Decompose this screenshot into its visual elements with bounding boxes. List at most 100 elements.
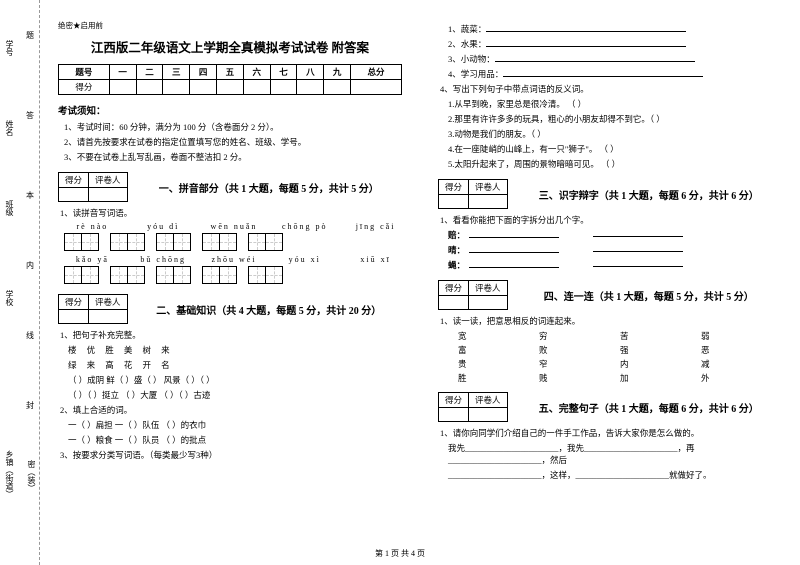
section2-head: 二、基础知识（共 4 大题，每题 5 分，共计 20 分） — [136, 302, 402, 317]
q4-item: 3.动物是我们的朋友。（ ） — [448, 128, 782, 140]
cut-mark: 封 — [26, 400, 34, 411]
th: 八 — [297, 65, 324, 80]
connect-row: 宽穷苦弱 — [458, 330, 782, 342]
paren-row: 一（ ）粮食 一（ ）队员 （ ）的批点 — [68, 434, 402, 446]
category-line: 2、水果： — [448, 38, 782, 50]
paren-row: 一（ ）扁担 一（ ）队伍 （ ）的衣巾 — [68, 419, 402, 431]
paren-row: （ ）（ ）挺立 （ ）大厦 （ ）（ ）古迹 — [68, 389, 402, 401]
score-cell: 得分 — [439, 393, 469, 408]
notice-line: 3、不要在试卷上乱写乱画，卷面不整洁扣 2 分。 — [64, 151, 402, 163]
score-cell: 得分 — [59, 173, 89, 188]
sec5-q: 1、请你向同学们介绍自己的一件手工作品，告诉大家你是怎么做的。 — [440, 427, 782, 439]
cut-mark: 密（装） — [26, 460, 37, 492]
sec2-q1: 1、把句子补充完整。 — [60, 329, 402, 341]
th: 题号 — [59, 65, 110, 80]
notice-line: 2、请首先按要求在试卷的指定位置填写您的姓名、班级、学号。 — [64, 136, 402, 148]
right-column: 1、蔬菜： 2、水果： 3、小动物： 4、学习用品： 4、写出下列句子中带点词语… — [420, 0, 800, 565]
pinyin-cell: yóu dì — [137, 222, 190, 231]
q4-item: 5.太阳升起来了，周围的景物暗暗可见。 （ ） — [448, 158, 782, 170]
score-cell: 得分 — [439, 281, 469, 296]
secret-label: 绝密★启用前 — [58, 20, 402, 31]
th: 六 — [243, 65, 270, 80]
score-box: 得分评卷人 — [438, 392, 508, 422]
char-split-row: 蝇： — [448, 259, 782, 271]
cut-mark: 题 — [26, 30, 34, 41]
score-box: 得分评卷人 — [58, 294, 128, 324]
tianzige-row — [64, 233, 402, 251]
char-split-row: 晴： — [448, 244, 782, 256]
pinyin-cell: jīng cǎi — [349, 222, 402, 231]
paren-row: （ ）成阴 鲜（ ）盛（ ） 风景（ ）（ ） — [68, 374, 402, 386]
connect-row: 贵窄内减 — [458, 358, 782, 370]
score-box: 得分评卷人 — [438, 179, 508, 209]
paper-title: 江西版二年级语文上学期全真模拟考试试卷 附答案 — [58, 37, 402, 56]
bind-label-town: 乡镇（街道） — [4, 450, 15, 498]
section5-head: 五、完整句子（共 1 大题，每题 6 分，共计 6 分） — [516, 400, 782, 415]
score-cell: 得分 — [439, 180, 469, 195]
q4-head: 4、写出下列句子中带点词语的反义词。 — [440, 83, 782, 95]
td: 得分 — [59, 80, 110, 95]
cut-mark: 内 — [26, 260, 34, 271]
grader-cell: 评卷人 — [469, 281, 508, 296]
pinyin-cell: zhōu wéi — [208, 255, 261, 264]
fill-row: 楼 优 胜 美 树 来 — [68, 344, 402, 356]
bind-label-class: 班级 — [4, 200, 15, 216]
bind-label-school: 学校 — [4, 290, 15, 306]
sec3-q: 1、看看你能把下面的字拆分出几个字。 — [440, 214, 782, 226]
grader-cell: 评卷人 — [89, 173, 128, 188]
sec2-q2: 2、填上合适的词。 — [60, 404, 402, 416]
exam-page: 学号 题 姓名 答 班级 本 内 学校 线 封 乡镇（街道） 密（装） 绝密★启… — [0, 0, 800, 565]
notice-line: 1、考试时间：60 分钟，满分为 100 分（含卷面分 2 分）。 — [64, 121, 402, 133]
pinyin-cell: xiū xī — [349, 255, 402, 264]
th: 二 — [136, 65, 163, 80]
score-cell: 得分 — [59, 295, 89, 310]
grader-cell: 评卷人 — [89, 295, 128, 310]
char-split-row: 赔： — [448, 229, 782, 241]
connect-row: 富败强恶 — [458, 344, 782, 356]
grader-cell: 评卷人 — [469, 393, 508, 408]
score-summary-table: 题号 一 二 三 四 五 六 七 八 九 总分 得分 — [58, 64, 402, 95]
th: 九 — [324, 65, 351, 80]
category-line: 3、小动物： — [448, 53, 782, 65]
section1-head: 一、拼音部分（共 1 大题，每题 5 分，共计 5 分） — [136, 180, 402, 195]
pinyin-row: kǎo yā bǔ chōng zhōu wéi yóu xì xiū xī — [66, 255, 402, 264]
score-box: 得分评卷人 — [438, 280, 508, 310]
bind-label-name: 姓名 — [4, 120, 15, 136]
th: 一 — [109, 65, 136, 80]
binding-column: 学号 题 姓名 答 班级 本 内 学校 线 封 乡镇（街道） 密（装） — [0, 0, 40, 565]
cut-mark: 本 — [26, 190, 34, 201]
cut-mark: 答 — [26, 110, 34, 121]
cut-mark: 线 — [26, 330, 34, 341]
category-line: 4、学习用品： — [448, 68, 782, 80]
pinyin-cell: chōng pò — [278, 222, 331, 231]
bind-label-id: 学号 — [4, 40, 15, 56]
pinyin-row: rè nào yóu dì wēn nuǎn chōng pò jīng cǎi — [66, 222, 402, 231]
section4-head: 四、连一连（共 1 大题，每题 5 分，共计 5 分） — [516, 288, 782, 303]
left-column: 绝密★启用前 江西版二年级语文上学期全真模拟考试试卷 附答案 题号 一 二 三 … — [40, 0, 420, 565]
table-row: 题号 一 二 三 四 五 六 七 八 九 总分 — [59, 65, 402, 80]
grader-cell: 评卷人 — [469, 180, 508, 195]
pinyin-cell: rè nào — [66, 222, 119, 231]
fill-row: 绿 来 高 花 开 名 — [68, 359, 402, 371]
pinyin-cell: wēn nuǎn — [208, 222, 261, 231]
tianzige-row — [64, 266, 402, 284]
pinyin-cell: yóu xì — [278, 255, 331, 264]
notice-head: 考试须知： — [58, 103, 402, 117]
th: 三 — [163, 65, 190, 80]
th: 总分 — [351, 65, 402, 80]
page-footer: 第 1 页 共 4 页 — [0, 548, 800, 559]
sec1-q: 1、读拼音写词语。 — [60, 207, 402, 219]
score-box: 得分评卷人 — [58, 172, 128, 202]
sentence-line: 我先______________________，我先_____________… — [448, 442, 782, 466]
q4-item: 4.在一座陡峭的山峰上，有一只"狮子"。 （ ） — [448, 143, 782, 155]
sec2-q3: 3、按要求分类写词语。（每类最少写3种） — [60, 449, 402, 461]
sentence-line: ______________________，这样，______________… — [448, 469, 782, 481]
sec4-q: 1、读一读，把意思相反的词连起来。 — [440, 315, 782, 327]
connect-row: 胜贱加外 — [458, 372, 782, 384]
q4-item: 2.那里有许许多多的玩具，粗心的小朋友却得不到它。（ ） — [448, 113, 782, 125]
pinyin-cell: bǔ chōng — [137, 255, 190, 264]
th: 四 — [190, 65, 217, 80]
q4-item: 1.从早到晚，家里总是很冷清。 （ ） — [448, 98, 782, 110]
th: 七 — [270, 65, 297, 80]
category-line: 1、蔬菜： — [448, 23, 782, 35]
